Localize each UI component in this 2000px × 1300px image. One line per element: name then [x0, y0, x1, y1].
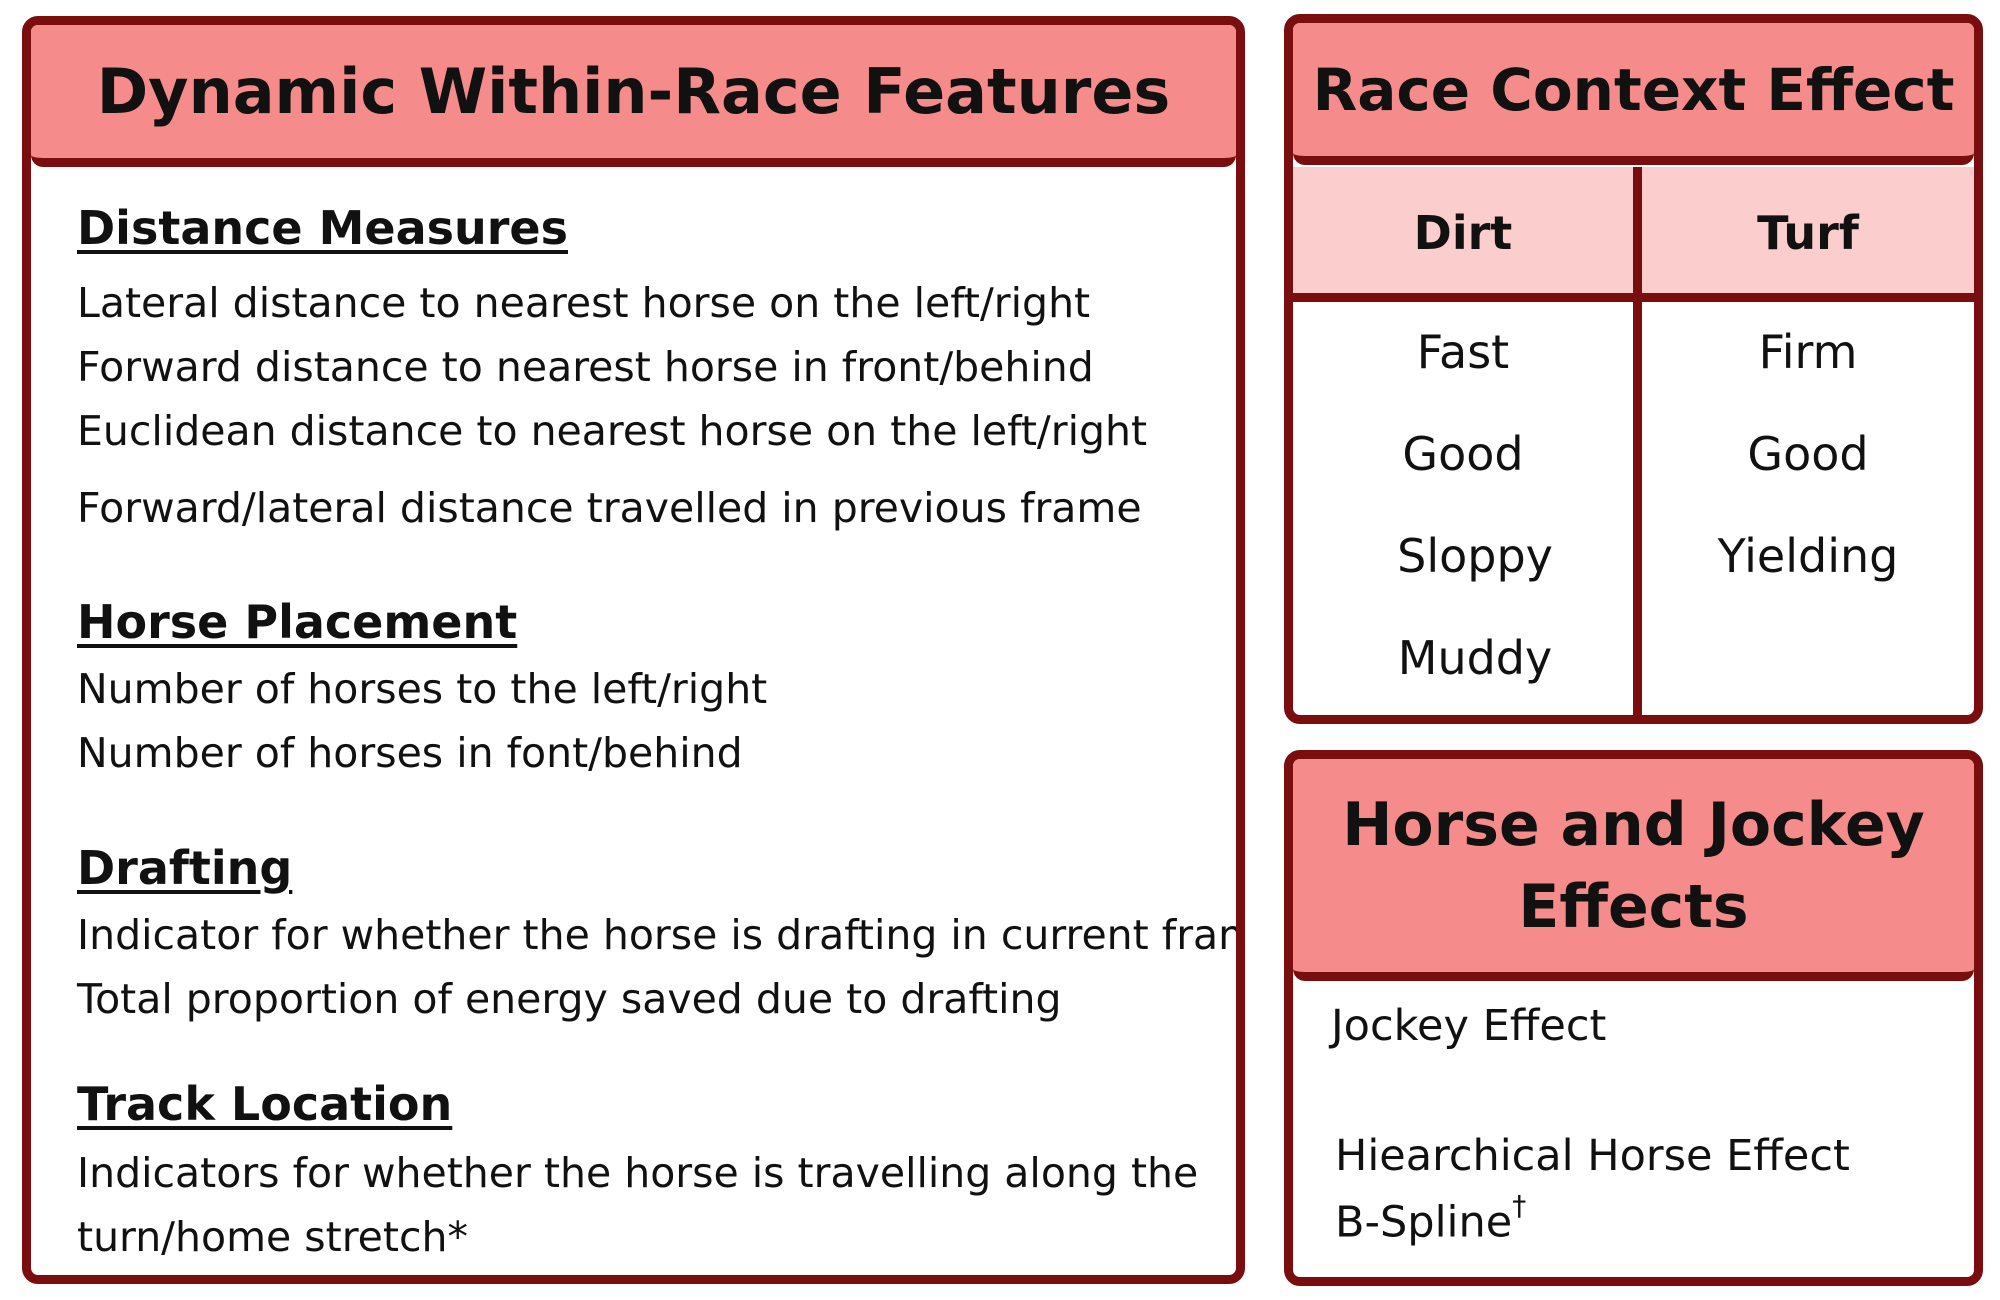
feature-item: turn/home stretch* — [77, 1213, 468, 1261]
feature-item: Lateral distance to nearest horse on the… — [77, 279, 1091, 327]
section-title-placement: Horse Placement — [77, 595, 518, 649]
feature-item: Indicators for whether the horse is trav… — [77, 1149, 1199, 1197]
table-divider-vertical — [1633, 167, 1642, 715]
feature-item: Indicator for whether the horse is draft… — [77, 911, 1245, 959]
feature-item: Euclidean distance to nearest horse on t… — [77, 407, 1148, 455]
dirt-condition: Sloppy — [1397, 529, 1553, 583]
horse-jockey-title: Horse and Jockey Effects — [1293, 759, 1974, 981]
dagger-mark: † — [1512, 1189, 1527, 1222]
dirt-condition: Fast — [1416, 325, 1510, 379]
feature-item: Forward distance to nearest horse in fro… — [77, 343, 1094, 391]
dynamic-features-panel: Dynamic Within-Race Features Distance Me… — [22, 16, 1245, 1284]
feature-item: Number of horses to the left/right — [77, 665, 768, 713]
jockey-effect-item: Jockey Effect — [1331, 1001, 1607, 1051]
race-context-title: Race Context Effect — [1293, 23, 1974, 165]
horse-jockey-title-line1: Horse and Jockey — [1342, 789, 1925, 860]
horse-effect-item: Hiearchical Horse Effect — [1335, 1131, 1850, 1181]
horse-jockey-title-line2: Effects — [1518, 871, 1749, 942]
dirt-condition: Muddy — [1397, 631, 1553, 685]
section-title-track: Track Location — [77, 1077, 453, 1131]
feature-item: Forward/lateral distance travelled in pr… — [77, 484, 1142, 532]
bspline-label: B-Spline — [1335, 1197, 1513, 1248]
column-header-dirt: Dirt — [1293, 167, 1633, 299]
column-header-turf: Turf — [1642, 167, 1974, 299]
race-context-panel: Race Context Effect Dirt Turf Fast Good … — [1284, 14, 1983, 724]
turf-condition: Good — [1747, 427, 1869, 481]
bspline-item: B-Spline† — [1335, 1189, 1526, 1248]
turf-condition: Yielding — [1717, 529, 1899, 583]
dynamic-features-title: Dynamic Within-Race Features — [31, 25, 1236, 167]
feature-item: Total proportion of energy saved due to … — [77, 975, 1062, 1023]
horse-jockey-panel: Horse and Jockey Effects Jockey Effect H… — [1284, 750, 1983, 1286]
dirt-condition: Good — [1402, 427, 1524, 481]
section-title-distance: Distance Measures — [77, 201, 568, 255]
feature-item: Number of horses in font/behind — [77, 729, 743, 777]
turf-condition: Firm — [1758, 325, 1858, 379]
section-title-drafting: Drafting — [77, 841, 293, 895]
